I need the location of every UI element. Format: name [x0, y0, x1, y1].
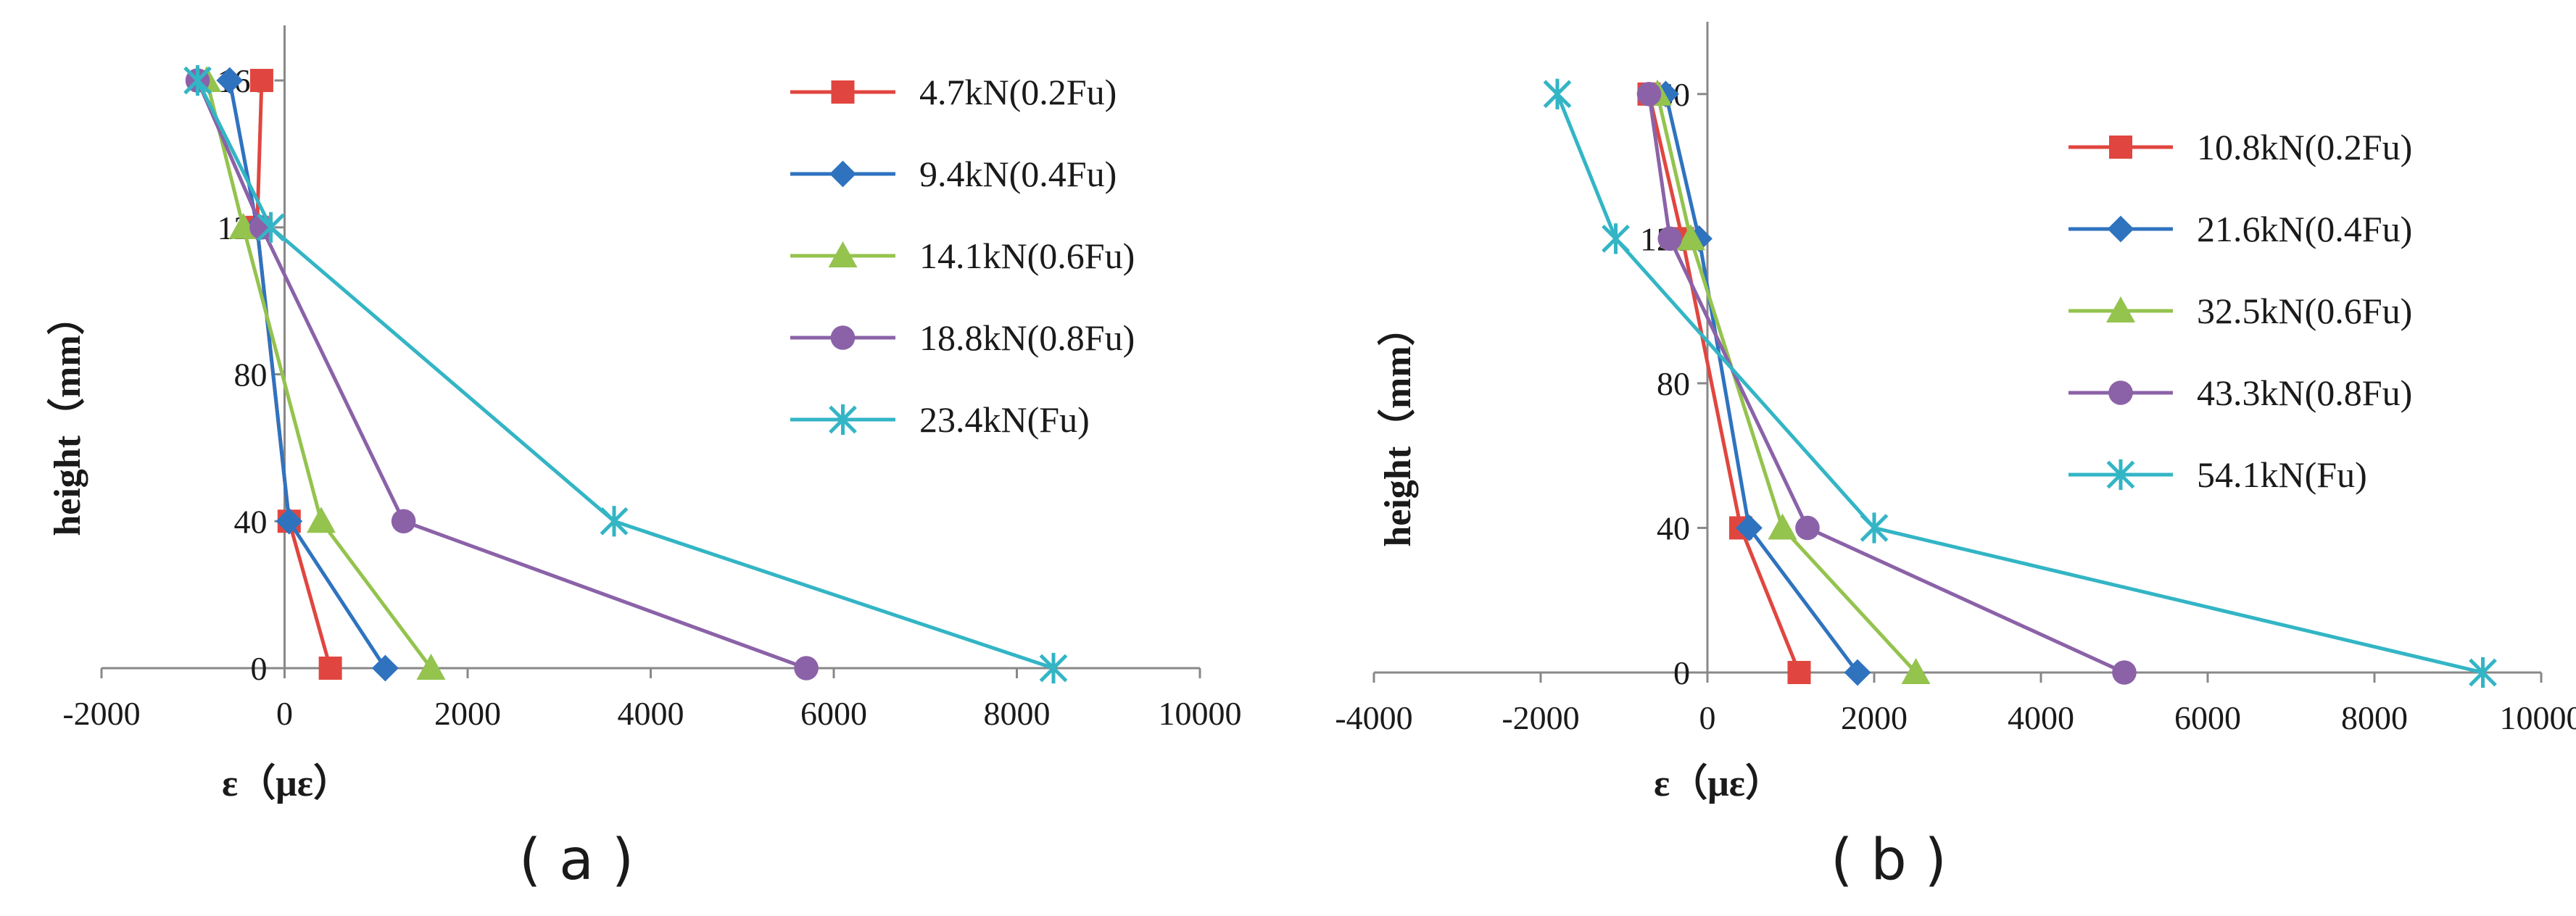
legend-label: 4.7kN(0.2Fu): [919, 72, 1117, 112]
data-point: [1544, 79, 1570, 109]
legend-label: 10.8kN(0.2Fu): [2197, 127, 2412, 167]
x-tick-label: 4000: [618, 695, 684, 732]
legend-label: 54.1kN(Fu): [2197, 454, 2367, 495]
x-tick-label: -4000: [1335, 699, 1412, 736]
y-axis-title: height（mm）: [1377, 308, 1419, 546]
legend-label: 9.4kN(0.4Fu): [919, 154, 1117, 194]
x-tick-label: 0: [276, 695, 293, 732]
x-tick-label: 2000: [1841, 699, 1908, 736]
legend-entry: 9.4kN(0.4Fu): [790, 154, 1117, 194]
y-tick-label: 0: [1673, 654, 1690, 691]
data-point: [1603, 223, 1628, 254]
x-tick-label: 8000: [2341, 699, 2408, 736]
legend-entry: 21.6kN(0.4Fu): [2068, 209, 2412, 249]
data-point: [2112, 660, 2137, 685]
legend-marker: [832, 80, 855, 104]
data-point: [1768, 513, 1797, 539]
y-tick-label: 40: [1657, 509, 1690, 546]
legend-marker: [2108, 216, 2134, 243]
legend-entry: 54.1kN(Fu): [2068, 454, 2367, 495]
data-point: [319, 657, 342, 680]
caption-a: ( a ): [519, 828, 634, 893]
y-tick-label: 40: [234, 503, 268, 540]
legend-entry: 32.5kN(0.6Fu): [2068, 291, 2412, 331]
data-point: [601, 506, 626, 536]
x-tick-label: 10000: [1159, 695, 1242, 732]
data-point: [392, 509, 416, 533]
data-point: [1657, 227, 1682, 251]
x-tick-label: 6000: [800, 695, 867, 732]
x-tick-label: 6000: [2174, 699, 2241, 736]
legend-marker: [831, 325, 856, 350]
y-axis-title: height（mm）: [46, 297, 88, 536]
legend-entry: 4.7kN(0.2Fu): [790, 72, 1117, 112]
x-tick-label: 4000: [2008, 699, 2074, 736]
data-point: [1861, 512, 1887, 543]
x-tick-label: 0: [1699, 699, 1716, 736]
data-point: [372, 655, 399, 682]
x-tick-label: 10000: [2500, 699, 2576, 736]
legend-label: 21.6kN(0.4Fu): [2197, 209, 2412, 249]
x-tick-label: -2000: [62, 695, 140, 732]
legend-label: 23.4kN(Fu): [919, 399, 1090, 440]
legend-label: 43.3kN(0.8Fu): [2197, 372, 2412, 413]
chart-b: -4000-2000020004000600080001000004080120…: [1335, 22, 2576, 804]
data-point: [1637, 82, 1662, 107]
y-tick-label: 0: [251, 650, 268, 687]
data-point: [794, 656, 819, 680]
legend-entry: 43.3kN(0.8Fu): [2068, 372, 2412, 413]
series-line: [1666, 94, 1858, 673]
series-line: [198, 80, 807, 668]
caption-b: ( b ): [1831, 828, 1947, 893]
x-axis-title: ε（με）: [1654, 762, 1783, 804]
legend-label: 18.8kN(0.8Fu): [919, 317, 1135, 358]
series-line: [1649, 94, 2125, 673]
data-point: [307, 507, 336, 533]
legend-entry: 18.8kN(0.8Fu): [790, 317, 1135, 358]
y-tick-label: 80: [234, 357, 268, 394]
legend-entry: 23.4kN(Fu): [790, 399, 1090, 440]
legend-label: 32.5kN(0.6Fu): [2197, 291, 2412, 331]
legend-marker: [2109, 136, 2132, 159]
data-point: [1795, 516, 1820, 541]
x-axis-title: ε（με）: [222, 762, 351, 804]
y-tick-label: 80: [1657, 365, 1690, 402]
legend-entry: 14.1kN(0.6Fu): [790, 236, 1135, 276]
legend-label: 14.1kN(0.6Fu): [919, 236, 1135, 276]
legend-marker: [829, 161, 856, 188]
legend-entry: 10.8kN(0.2Fu): [2068, 127, 2412, 167]
series-line: [1657, 94, 1916, 673]
chart-a: -2000020004000600080001000004080120160ε（…: [46, 25, 1242, 804]
x-tick-label: 2000: [434, 695, 501, 732]
x-tick-label: 8000: [984, 695, 1051, 732]
legend-marker: [2108, 380, 2133, 405]
data-point: [1844, 659, 1871, 686]
x-tick-label: -2000: [1502, 699, 1579, 736]
data-point: [1788, 661, 1811, 684]
data-point: [250, 69, 273, 92]
series-line: [257, 80, 331, 668]
